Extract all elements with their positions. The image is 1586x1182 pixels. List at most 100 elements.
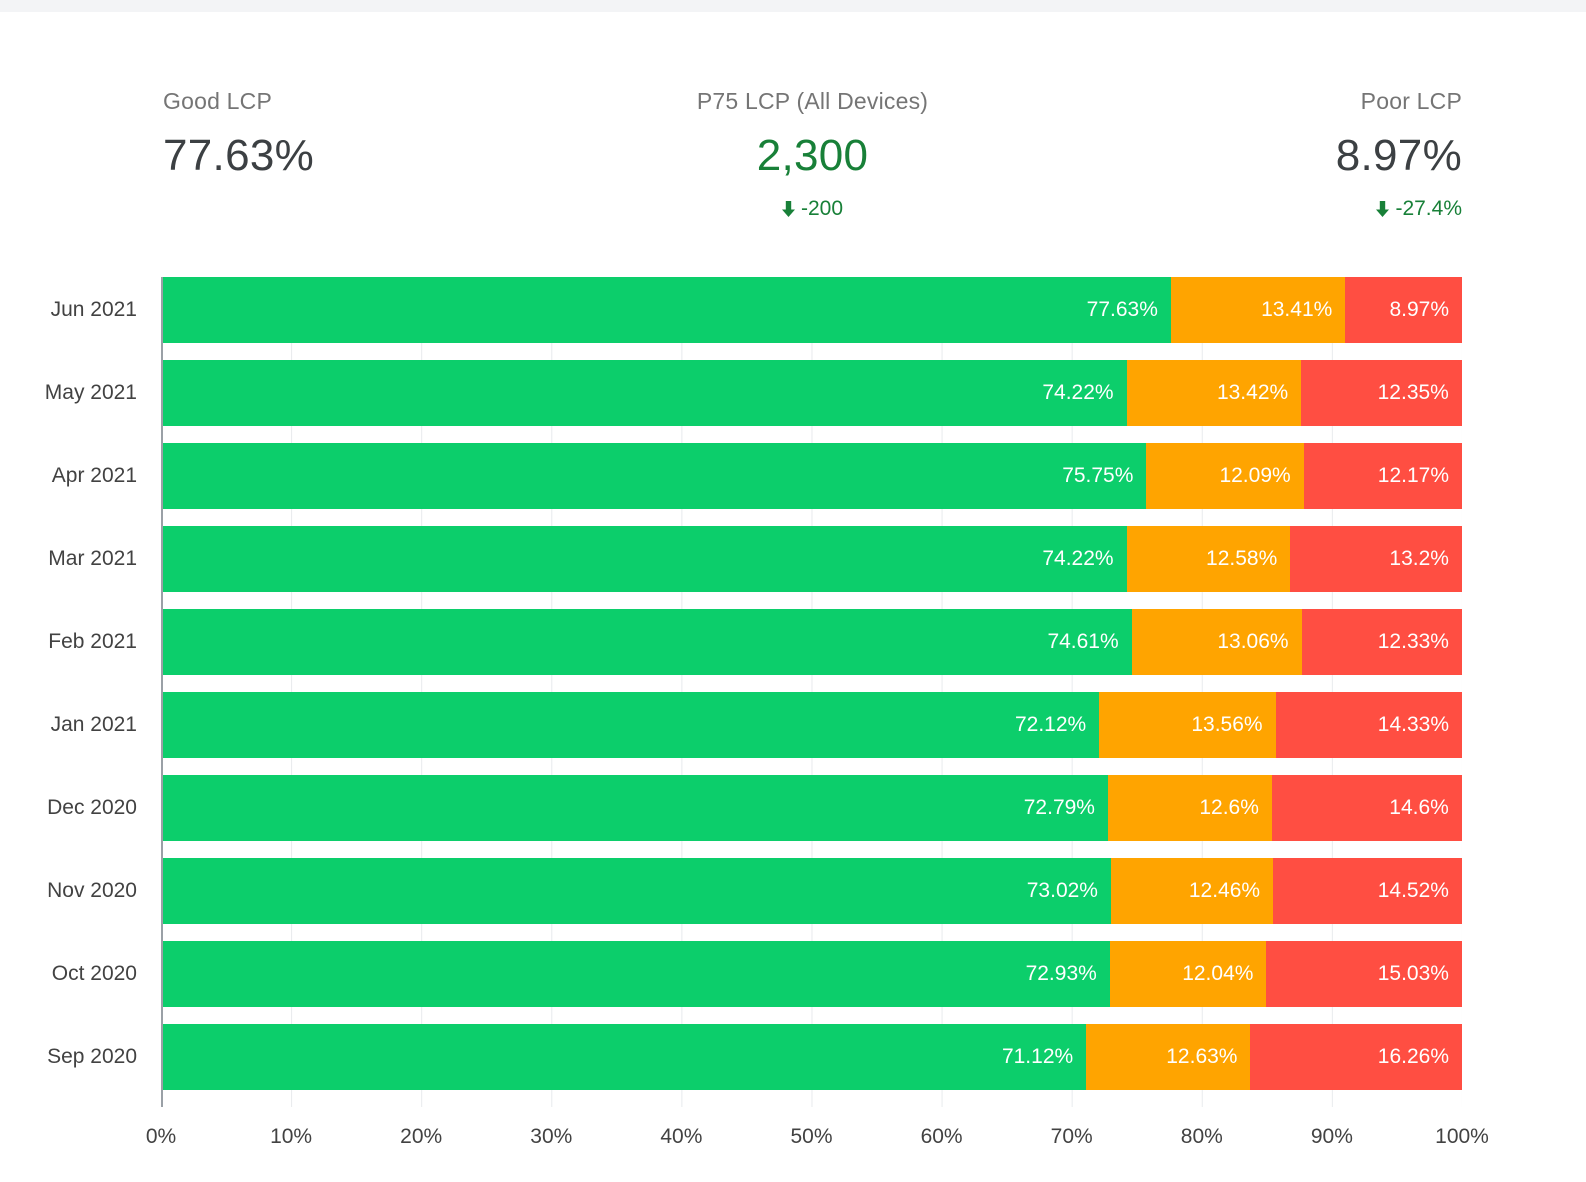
bar-row: 72.79% 12.6% 14.6% bbox=[161, 775, 1462, 841]
bar-segment-poor: 14.33% bbox=[1275, 692, 1462, 758]
x-axis-tick: 90% bbox=[1310, 1125, 1353, 1148]
bar-value-label: 13.41% bbox=[1261, 298, 1333, 321]
bar-segment-needs-improvement: 13.56% bbox=[1099, 692, 1276, 758]
plot-area: 77.63% 13.41% 8.97% 74.22% 13.42% 12.35% 75.75… bbox=[161, 277, 1462, 1107]
bar-value-label: 73.02% bbox=[1026, 879, 1098, 902]
y-axis-labels: Jun 2021 May 2021 Apr 2021 Mar 2021 Feb 2021… bbox=[0, 277, 161, 1107]
bar-segment-good: 74.22% bbox=[161, 360, 1127, 426]
bar-segment-good: 72.79% bbox=[161, 775, 1108, 841]
bar-segment-poor: 15.03% bbox=[1266, 941, 1462, 1007]
bar-row: 72.93% 12.04% 15.03% bbox=[161, 941, 1462, 1007]
down-arrow-icon bbox=[1376, 201, 1390, 217]
bar-value-label: 14.52% bbox=[1377, 879, 1449, 902]
scorecards: Good LCP 77.63% P75 LCP (All Devices) 2,… bbox=[0, 12, 1586, 221]
scorecard-label: P75 LCP (All Devices) bbox=[696, 88, 929, 114]
bar-segment-good: 72.12% bbox=[161, 692, 1100, 758]
bar-segment-needs-improvement: 12.46% bbox=[1110, 858, 1274, 924]
x-axis-tick: 60% bbox=[920, 1125, 963, 1148]
bar-value-label: 15.03% bbox=[1377, 962, 1449, 985]
bar-row: 77.63% 13.41% 8.97% bbox=[161, 277, 1462, 343]
bar-segment-needs-improvement: 12.6% bbox=[1107, 775, 1272, 841]
bar-row: 73.02% 12.46% 14.52% bbox=[161, 858, 1462, 924]
bar-value-label: 74.22% bbox=[1042, 381, 1114, 404]
x-axis-tick: 50% bbox=[790, 1125, 833, 1148]
bar-row: 74.61% 13.06% 12.33% bbox=[161, 609, 1462, 675]
bar-segment-good: 75.75% bbox=[161, 443, 1147, 509]
bar-segment-needs-improvement: 12.09% bbox=[1146, 443, 1304, 509]
bar-segment-good: 72.93% bbox=[161, 941, 1110, 1007]
bar-value-label: 74.22% bbox=[1042, 547, 1114, 570]
scorecard-value: 77.63% bbox=[163, 131, 315, 180]
bar-value-label: 13.06% bbox=[1217, 630, 1289, 653]
bar-value-label: 77.63% bbox=[1086, 298, 1158, 321]
category-label: Oct 2020 bbox=[51, 962, 137, 985]
bar-row: 72.12% 13.56% 14.33% bbox=[161, 692, 1462, 758]
scorecard-label: Poor LCP bbox=[1360, 88, 1462, 114]
bar-value-label: 8.97% bbox=[1389, 298, 1449, 321]
bar-segment-needs-improvement: 12.04% bbox=[1109, 941, 1267, 1007]
bar-value-label: 75.75% bbox=[1062, 464, 1134, 487]
category-label: Jan 2021 bbox=[50, 713, 137, 736]
bar-value-label: 13.2% bbox=[1389, 547, 1449, 570]
x-axis-tick: 100% bbox=[1435, 1125, 1489, 1148]
bar-value-label: 14.6% bbox=[1389, 796, 1449, 819]
bar-value-label: 12.33% bbox=[1377, 630, 1449, 653]
bar-value-label: 12.04% bbox=[1182, 962, 1254, 985]
bar-value-label: 14.33% bbox=[1377, 713, 1449, 736]
bar-row: 75.75% 12.09% 12.17% bbox=[161, 443, 1462, 509]
bar-segment-needs-improvement: 13.06% bbox=[1131, 609, 1302, 675]
bar-value-label: 12.6% bbox=[1199, 796, 1259, 819]
bar-value-label: 72.93% bbox=[1025, 962, 1097, 985]
scorecard-delta: -200 bbox=[697, 197, 928, 221]
bar-segment-poor: 13.2% bbox=[1290, 526, 1462, 592]
scorecard-delta: -27.4% bbox=[1242, 197, 1462, 221]
bar-segment-poor: 12.35% bbox=[1301, 360, 1462, 426]
bar-segment-good: 71.12% bbox=[161, 1024, 1087, 1090]
bar-segment-needs-improvement: 12.63% bbox=[1086, 1024, 1251, 1090]
bar-segment-needs-improvement: 13.42% bbox=[1126, 360, 1302, 426]
down-arrow-icon bbox=[781, 201, 795, 217]
dashboard-card: Good LCP 77.63% P75 LCP (All Devices) 2,… bbox=[0, 12, 1586, 1182]
bar-row: 74.22% 12.58% 13.2% bbox=[161, 526, 1462, 592]
bar-value-label: 71.12% bbox=[1001, 1045, 1074, 1068]
category-label: Jun 2021 bbox=[50, 298, 137, 321]
bar-segment-poor: 16.26% bbox=[1250, 1024, 1462, 1090]
category-label: Apr 2021 bbox=[51, 464, 137, 487]
bar-segment-good: 74.22% bbox=[161, 526, 1127, 592]
bar-segment-poor: 12.33% bbox=[1301, 609, 1462, 675]
category-label: Dec 2020 bbox=[47, 796, 137, 819]
x-axis-tick: 70% bbox=[1050, 1125, 1093, 1148]
bar-value-label: 16.26% bbox=[1377, 1045, 1449, 1068]
scorecard-value: 2,300 bbox=[756, 131, 869, 180]
bar-row: 74.22% 13.42% 12.35% bbox=[161, 360, 1462, 426]
bar-segment-poor: 12.17% bbox=[1303, 443, 1462, 509]
stacked-bar-chart: Jun 2021 May 2021 Apr 2021 Mar 2021 Feb 2021… bbox=[0, 277, 1462, 1107]
bar-value-label: 12.46% bbox=[1188, 879, 1261, 902]
bar-value-label: 72.12% bbox=[1014, 713, 1087, 736]
bar-row: 71.12% 12.63% 16.26% bbox=[161, 1024, 1462, 1090]
bar-segment-good: 73.02% bbox=[161, 858, 1111, 924]
scorecard-poor-lcp: Poor LCP 8.97% -27.4% bbox=[1242, 88, 1462, 221]
category-label: May 2021 bbox=[44, 381, 137, 404]
delta-value: -200 bbox=[800, 197, 844, 220]
x-axis-tick: 20% bbox=[400, 1125, 443, 1148]
x-axis-tick: 10% bbox=[270, 1125, 313, 1148]
scorecard-p75-lcp: P75 LCP (All Devices) 2,300 -200 bbox=[697, 88, 928, 221]
bar-segment-good: 74.61% bbox=[161, 609, 1132, 675]
bar-value-label: 12.63% bbox=[1166, 1045, 1238, 1068]
bar-value-label: 72.79% bbox=[1023, 796, 1095, 819]
bar-segment-needs-improvement: 12.58% bbox=[1126, 526, 1291, 592]
x-axis-tick: 80% bbox=[1180, 1125, 1223, 1148]
bar-value-label: 13.42% bbox=[1216, 381, 1289, 404]
scorecard-label: Good LCP bbox=[163, 88, 272, 114]
category-label: Nov 2020 bbox=[47, 879, 137, 902]
bar-value-label: 12.09% bbox=[1219, 464, 1291, 487]
bar-segment-poor: 14.6% bbox=[1271, 775, 1462, 841]
scorecard-good-lcp: Good LCP 77.63% bbox=[163, 88, 383, 221]
bar-segment-poor: 14.52% bbox=[1273, 858, 1462, 924]
bar-value-label: 12.17% bbox=[1377, 464, 1449, 487]
x-axis-ticks: 0% 10% 20% 30% 40% 50% 60% 70% 80% 90% 100% bbox=[146, 1125, 1489, 1155]
x-axis-tick: 30% bbox=[530, 1125, 573, 1148]
bar-value-label: 74.61% bbox=[1047, 630, 1119, 653]
